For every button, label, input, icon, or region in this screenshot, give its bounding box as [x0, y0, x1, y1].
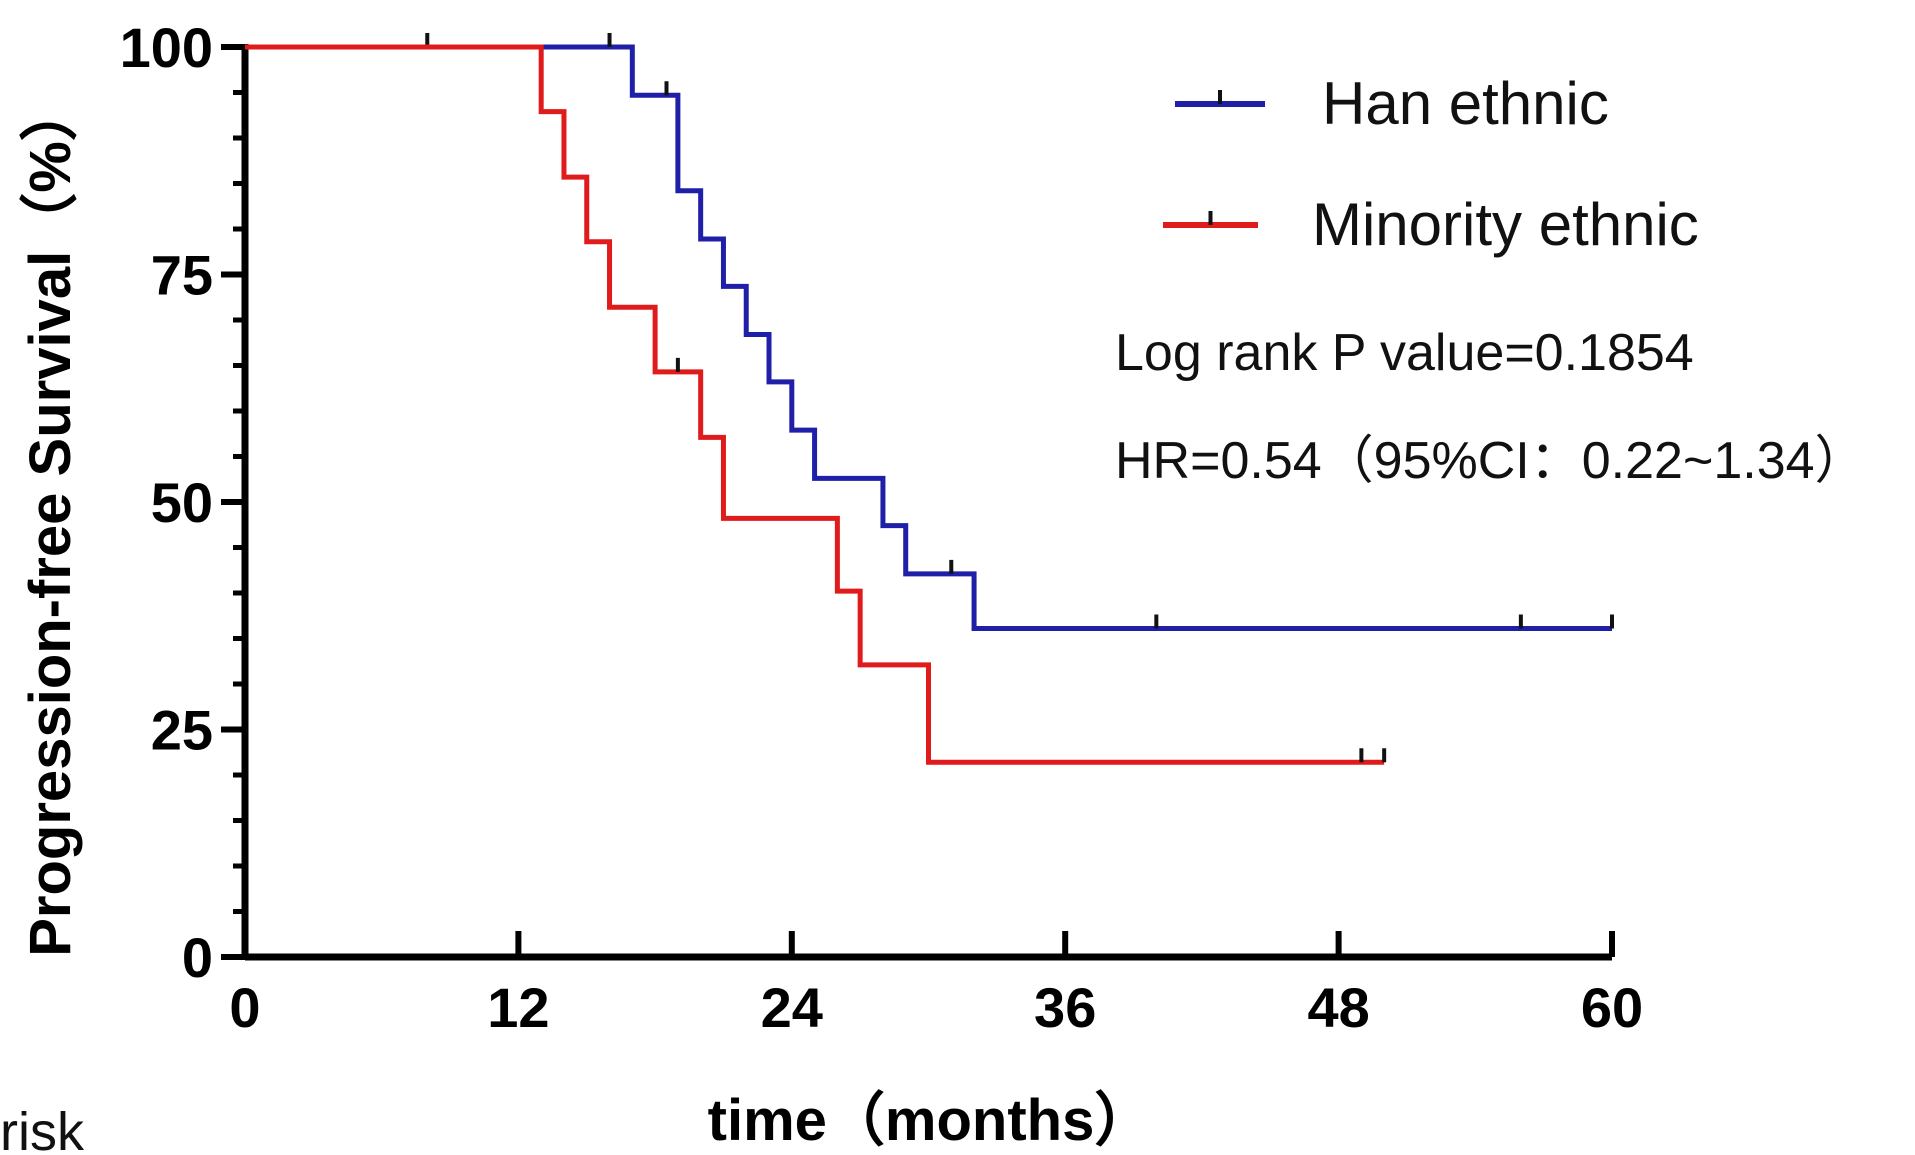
series-line-1	[245, 44, 1385, 765]
legend: Han ethnic Minority ethnic	[1163, 70, 1699, 258]
x-tick-label: 0	[229, 976, 260, 1039]
y-tick-label: 0	[182, 926, 213, 989]
x-tick-label: 24	[761, 976, 823, 1039]
x-tick-label: 60	[1581, 976, 1643, 1039]
x-tick-label: 12	[487, 976, 549, 1039]
y-tick-label: 100	[120, 16, 213, 79]
y-axis-title: Progression-free Survival（%）	[18, 83, 83, 957]
plot-area: 0 25 50 75 100 0 12 24 36 48 60	[120, 16, 1644, 1039]
y-tick-label: 75	[151, 244, 213, 307]
x-tick-label: 36	[1034, 976, 1096, 1039]
legend-label-0: Han ethnic	[1322, 70, 1609, 137]
legend-label-1: Minority ethnic	[1312, 191, 1699, 258]
y-tick-label: 50	[151, 471, 213, 534]
side-label-risk: risk	[0, 1102, 85, 1155]
x-tick-label: 48	[1307, 976, 1369, 1039]
hazard-ratio-annotation: HR=0.54（95%CI：0.22~1.34）	[1115, 432, 1867, 490]
x-axis-title: time（months）	[708, 1088, 1153, 1153]
x-ticks: 0 12 24 36 48 60	[229, 931, 1643, 1039]
log-rank-annotation: Log rank P value=0.1854	[1115, 324, 1694, 382]
y-tick-label: 25	[151, 699, 213, 762]
series-line-0	[245, 44, 1612, 631]
survival-curves	[245, 33, 1614, 765]
y-ticks: 0 25 50 75 100	[120, 16, 245, 989]
